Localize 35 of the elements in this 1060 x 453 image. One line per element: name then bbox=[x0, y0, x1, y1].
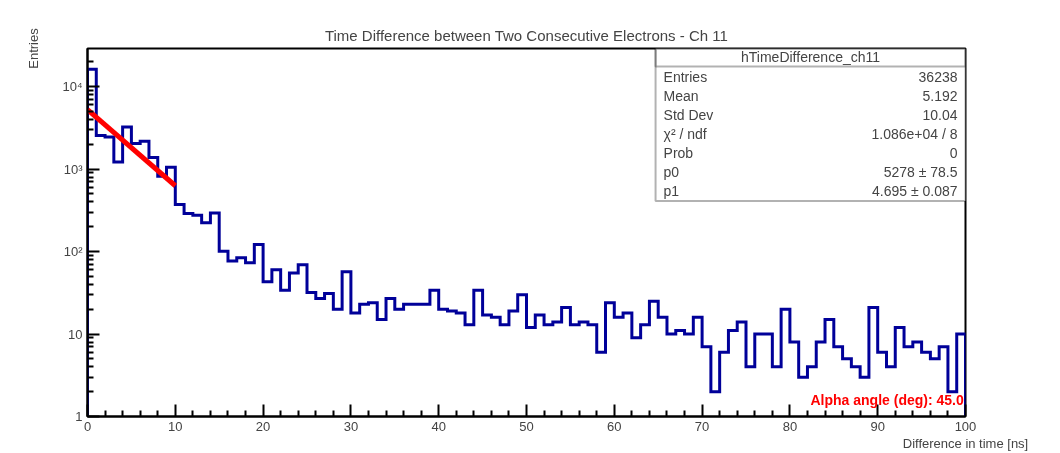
x-tick-label: 80 bbox=[782, 418, 798, 434]
y-tick-label: 10⁴ bbox=[62, 79, 83, 95]
x-axis-title: Difference in time [ns] bbox=[902, 435, 1029, 451]
x-tick-label: 20 bbox=[255, 418, 271, 434]
annotation: 1.086e+04 / 8 bbox=[871, 125, 958, 142]
annotation: 10.04 bbox=[922, 106, 958, 123]
x-tick-label: 100 bbox=[954, 418, 977, 434]
x-tick-label: 0 bbox=[83, 418, 92, 434]
x-tick-label: 40 bbox=[431, 418, 446, 434]
annotation: χ² / ndf bbox=[663, 125, 707, 142]
annotation: hTimeDifference_ch11 bbox=[741, 49, 881, 66]
annotation: Mean bbox=[663, 87, 699, 104]
annotation: Prob bbox=[663, 144, 694, 161]
x-tick-label: 60 bbox=[607, 418, 622, 434]
annotation: 5278 ± 78.5 bbox=[883, 163, 958, 180]
x-tick-label: 30 bbox=[343, 418, 359, 434]
chart-title: Time Difference between Two Consecutive Electrons - Ch 11 bbox=[324, 26, 728, 44]
y-tick-label: 1 bbox=[75, 409, 83, 424]
annotation: p0 bbox=[663, 163, 680, 180]
annotation: 36238 bbox=[918, 68, 958, 85]
y-axis-title: Entries bbox=[26, 27, 42, 69]
annotation: 5.192 bbox=[922, 87, 958, 104]
x-tick-label: 10 bbox=[168, 418, 183, 434]
x-tick-label: 70 bbox=[694, 418, 710, 434]
x-tick-label: 50 bbox=[519, 418, 534, 434]
annotation: Alpha angle (deg): 45.0 bbox=[810, 391, 964, 408]
annotation: 0 bbox=[949, 144, 958, 161]
annotation: p1 bbox=[663, 182, 680, 199]
y-tick-label: 10 bbox=[68, 326, 83, 342]
y-tick-label: 10³ bbox=[63, 161, 84, 177]
annotation: 4.695 ± 0.087 bbox=[871, 182, 958, 199]
annotation: Std Dev bbox=[663, 106, 714, 123]
annotation: Entries bbox=[663, 68, 708, 85]
y-tick-label: 10² bbox=[63, 244, 84, 260]
x-tick-label: 90 bbox=[870, 418, 885, 434]
